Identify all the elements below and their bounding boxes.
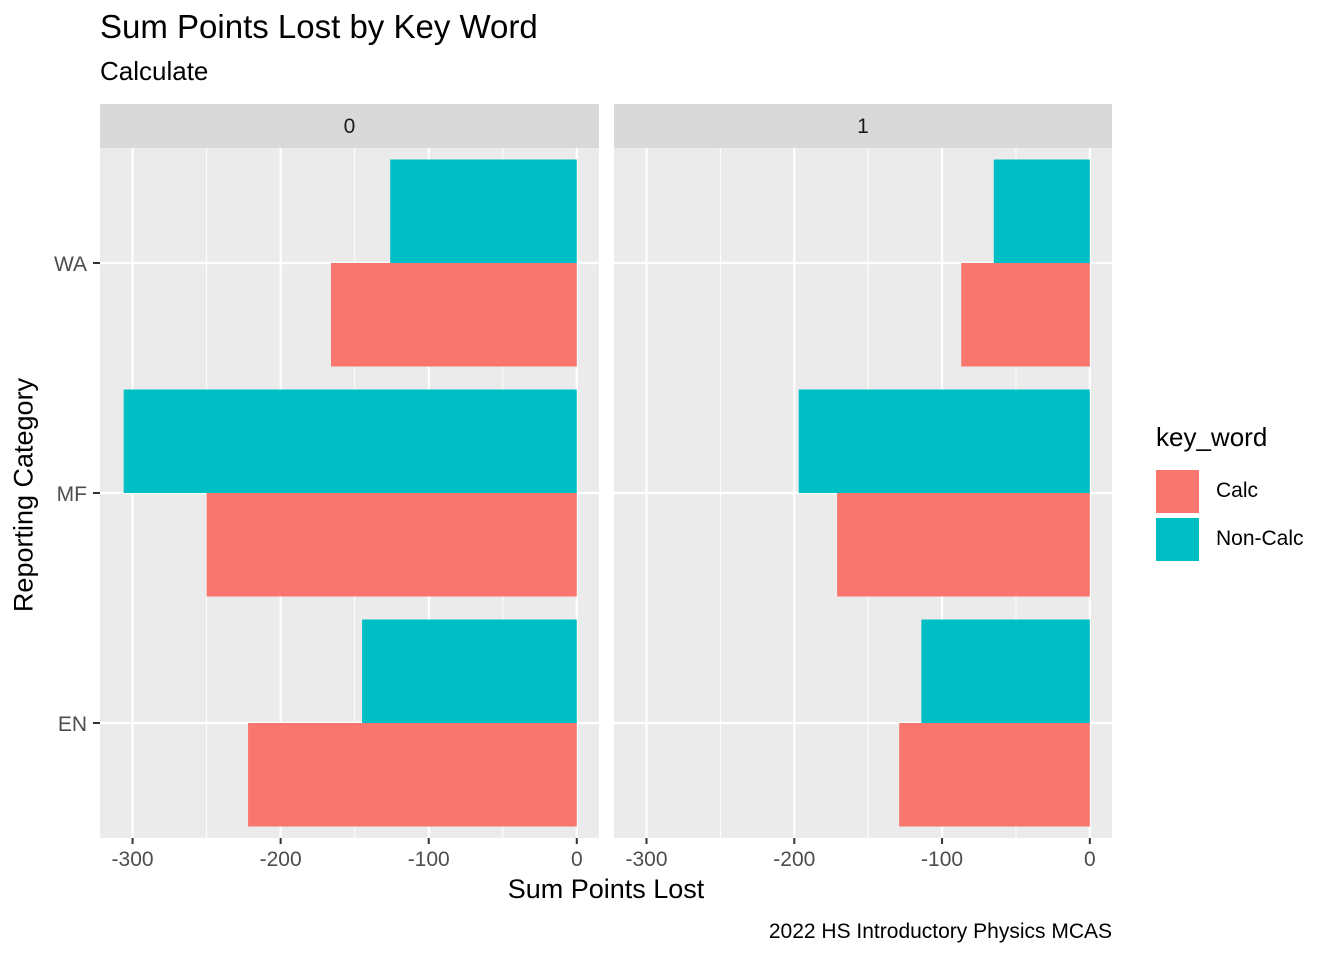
bar-non-calc-mf-facet0 — [123, 389, 577, 493]
x-tick-label: -100 — [921, 848, 963, 871]
chart-title: Sum Points Lost by Key Word — [100, 8, 538, 45]
bar-non-calc-en-facet1 — [921, 619, 1090, 723]
bar-non-calc-en-facet0 — [362, 619, 577, 723]
x-axis-label: Sum Points Lost — [507, 874, 705, 904]
x-tick-label: -100 — [408, 848, 450, 871]
x-tick-label: -200 — [773, 848, 815, 871]
bar-calc-wa-facet0 — [330, 263, 577, 367]
legend-label-calc: Calc — [1216, 479, 1259, 502]
x-tick-label: -200 — [260, 848, 302, 871]
chart-subtitle: Calculate — [100, 56, 209, 86]
bar-calc-en-facet1 — [899, 723, 1090, 827]
bar-non-calc-wa-facet1 — [993, 159, 1090, 263]
x-tick-label: 0 — [571, 848, 583, 871]
bar-calc-wa-facet1 — [961, 263, 1090, 367]
facet-strip-0 — [100, 104, 599, 148]
bar-non-calc-wa-facet0 — [390, 159, 577, 263]
chart-caption: 2022 HS Introductory Physics MCAS — [768, 920, 1112, 943]
bar-calc-mf-facet1 — [837, 493, 1090, 597]
facet-label-0: 0 — [344, 115, 356, 138]
facet-strip-1 — [614, 104, 1112, 148]
bar-calc-mf-facet0 — [206, 493, 577, 597]
y-axis-label: Reporting Category — [8, 377, 39, 613]
x-tick-label: 0 — [1084, 848, 1096, 871]
x-tick-label: -300 — [625, 848, 667, 871]
legend-key-non-calc — [1156, 517, 1199, 561]
legend-item-calc: Calc — [1156, 467, 1304, 515]
x-tick-label: -300 — [112, 848, 154, 871]
legend-item-non-calc: Non-Calc — [1156, 515, 1304, 563]
legend-label-non-calc: Non-Calc — [1216, 527, 1304, 550]
bar-calc-en-facet0 — [248, 723, 577, 827]
y-tick-label-en: EN — [58, 713, 87, 736]
facet-label-1: 1 — [857, 115, 869, 138]
legend-title: key_word — [1156, 422, 1268, 452]
y-tick-label-wa: WA — [54, 253, 87, 276]
bar-non-calc-mf-facet1 — [798, 389, 1090, 493]
legend: key_word Calc Non-Calc — [1156, 422, 1304, 563]
y-tick-label-mf: MF — [57, 483, 87, 506]
legend-key-calc — [1156, 469, 1199, 513]
